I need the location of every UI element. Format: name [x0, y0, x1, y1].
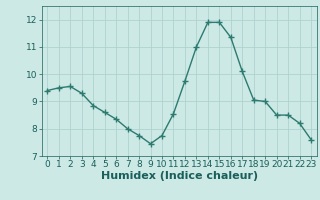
X-axis label: Humidex (Indice chaleur): Humidex (Indice chaleur): [100, 171, 258, 181]
